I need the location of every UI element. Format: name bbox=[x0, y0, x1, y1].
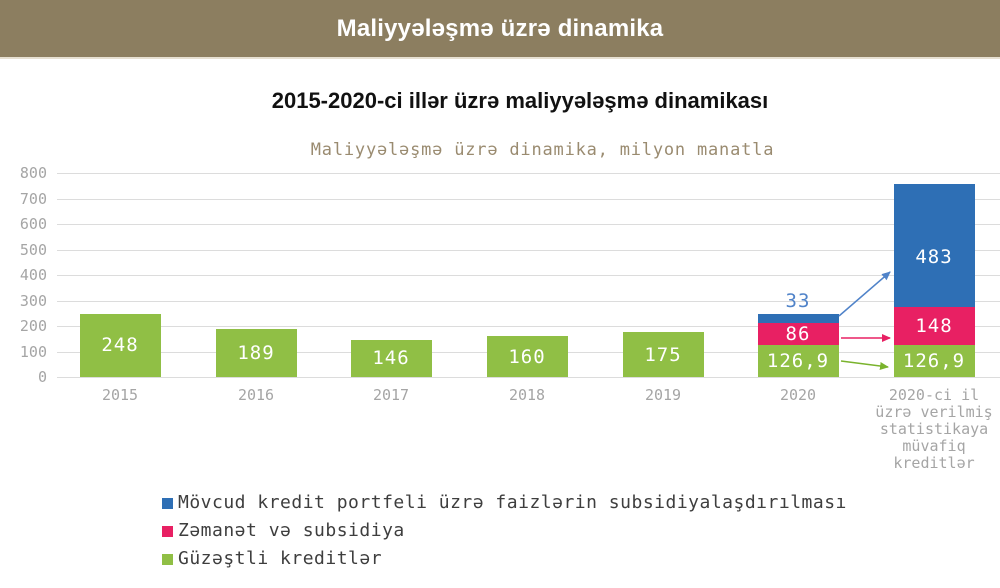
bar-segment bbox=[350, 339, 432, 377]
y-axis-tick-label: 800 bbox=[19, 164, 47, 182]
bar-value-label: 160 bbox=[508, 345, 546, 368]
legend-item-label: Mövcud kredit portfeli üzrə faizlərin su… bbox=[178, 492, 847, 513]
bar-value-label: 86 bbox=[785, 322, 811, 345]
growth-arrow bbox=[840, 360, 889, 370]
y-axis-tick-label: 500 bbox=[19, 240, 47, 259]
bar-value-label: 189 bbox=[237, 341, 275, 364]
bar-segment bbox=[215, 328, 297, 377]
bar-value-label: 175 bbox=[644, 343, 682, 366]
bar-value-label: 126,9 bbox=[902, 349, 966, 372]
x-axis-tick-label: 2020-ci il üzrə verilmiş statistikaya mü… bbox=[875, 386, 993, 472]
bar-segment bbox=[893, 344, 975, 377]
legend-color-swatch bbox=[162, 553, 173, 565]
bar-value-label: 148 bbox=[915, 314, 953, 337]
legend-item: Mövcud kredit portfeli üzrə faizlərin su… bbox=[162, 492, 847, 514]
header-band: Maliyyələşmə üzrə dinamika bbox=[0, 0, 1000, 59]
bar-value-label: 248 bbox=[101, 334, 139, 357]
y-axis-tick-label: 300 bbox=[19, 291, 47, 310]
bar-value-label: 483 bbox=[915, 246, 953, 269]
bar-value-label: 126,9 bbox=[766, 349, 830, 372]
growth-arrow bbox=[838, 271, 891, 317]
y-axis-tick-label: 200 bbox=[19, 317, 47, 335]
grid-line bbox=[57, 300, 1000, 302]
y-axis-tick-label: 700 bbox=[19, 189, 47, 208]
grid-line bbox=[57, 198, 1000, 200]
chart-subtitle: 2015-2020-ci illər üzrə maliyyələşmə din… bbox=[271, 88, 769, 113]
x-axis-tick-label: 2019 bbox=[644, 386, 682, 404]
grid-line bbox=[57, 326, 1000, 327]
legend-color-swatch bbox=[162, 497, 173, 509]
page-title: Maliyyələşmə üzrə dinamika bbox=[336, 14, 664, 42]
x-axis-tick-label: 2017 bbox=[372, 386, 410, 404]
grid-line bbox=[57, 249, 1000, 251]
bar-segment bbox=[622, 332, 704, 377]
grid-line bbox=[57, 173, 1000, 174]
legend-item: Güzəştli kreditlər bbox=[162, 548, 847, 570]
bar-value-label: 146 bbox=[372, 347, 410, 370]
x-axis-tick-label: 2016 bbox=[237, 386, 275, 404]
chart-title: Maliyyələşmə üzrə dinamika, milyon manat… bbox=[310, 140, 775, 160]
bar-segment bbox=[486, 336, 568, 377]
legend-item-label: Zəmanət və subsidiya bbox=[178, 520, 405, 541]
bar-segment bbox=[79, 313, 161, 377]
legend-color-swatch bbox=[162, 525, 173, 537]
grid-line bbox=[57, 275, 1000, 276]
grid-line bbox=[57, 224, 1000, 225]
legend-item-label: Güzəştli kreditlər bbox=[178, 548, 383, 569]
y-axis-tick-label: 400 bbox=[19, 266, 47, 284]
legend: Mövcud kredit portfeli üzrə faizlərin su… bbox=[162, 492, 847, 576]
bar-segment bbox=[757, 314, 839, 323]
grid-line bbox=[57, 377, 1000, 378]
x-axis-tick-label: 2015 bbox=[101, 386, 139, 404]
bar-segment bbox=[893, 306, 975, 345]
bar-segment bbox=[757, 322, 839, 345]
y-axis-tick-label: 600 bbox=[19, 215, 47, 233]
bar-segment bbox=[757, 344, 839, 377]
legend-item: Zəmanət və subsidiya bbox=[162, 520, 847, 542]
y-axis-tick-label: 0 bbox=[37, 368, 47, 386]
bar-value-label: 33 bbox=[785, 290, 811, 313]
bar-segment bbox=[893, 183, 975, 307]
x-axis-tick-label: 2020 bbox=[779, 386, 817, 404]
y-axis-tick-label: 100 bbox=[19, 342, 47, 361]
x-axis-tick-label: 2018 bbox=[508, 386, 546, 404]
